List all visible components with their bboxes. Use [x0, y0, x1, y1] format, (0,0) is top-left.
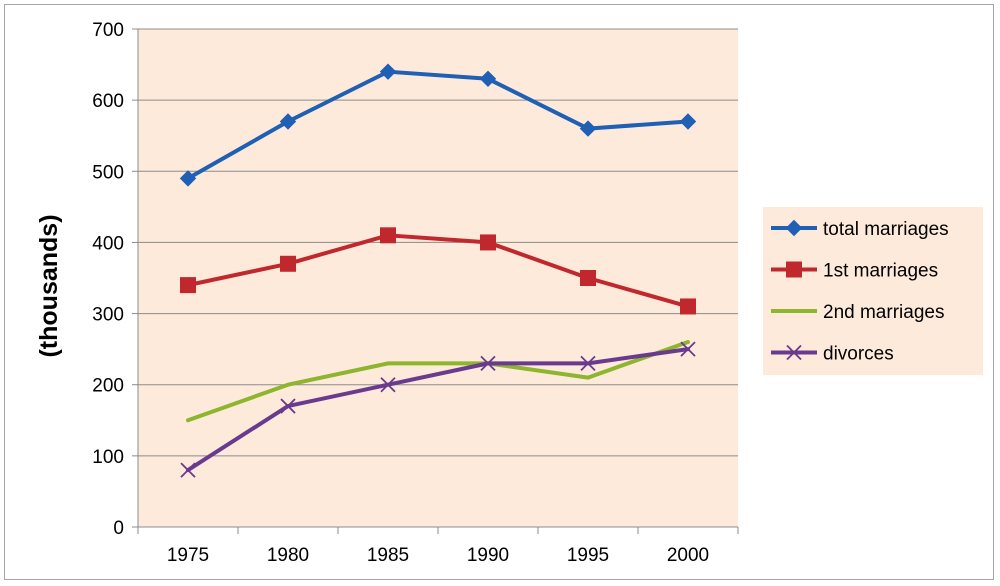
data-point: [279, 113, 297, 130]
series-lines: [179, 63, 697, 478]
data-point: [579, 120, 597, 137]
y-tick-label: 500: [92, 162, 124, 183]
legend-label: total marriages: [823, 219, 949, 240]
y-tick-label: 700: [92, 20, 124, 41]
series-line: [186, 347, 690, 473]
y-tick-label: 100: [92, 447, 124, 468]
data-point: [786, 261, 802, 278]
data-point: [180, 277, 196, 294]
series-2: [186, 340, 690, 423]
legend: total marriages 1st marriages 2nd marriage…: [763, 207, 983, 375]
data-point: [380, 377, 396, 393]
data-point: [280, 398, 296, 414]
data-point: [179, 170, 197, 187]
legend-item: 2nd marriages: [771, 302, 944, 323]
legend-item: total marriages: [771, 219, 949, 240]
data-point: [580, 270, 596, 286]
legend-label: 1st marriages: [823, 261, 938, 282]
y-tick-labels: 0 100 200 300 400 500 600 700: [92, 20, 124, 539]
y-tick-label: 200: [92, 376, 124, 397]
data-point: [680, 341, 696, 357]
gridlines: [132, 28, 738, 528]
plot-area: [138, 29, 738, 527]
data-point: [785, 219, 803, 237]
x-tick-label: 1975: [167, 545, 209, 566]
data-point: [180, 462, 196, 478]
x-tick-label: 1980: [267, 545, 309, 566]
legend-item: divorces: [771, 344, 894, 365]
x-tick-label: 1995: [567, 545, 609, 566]
y-tick-label: 0: [113, 518, 124, 539]
data-point: [379, 63, 397, 80]
data-point: [580, 355, 596, 372]
data-point: [280, 255, 296, 272]
series-line: [186, 69, 690, 181]
legend-label: 2nd marriages: [823, 302, 944, 323]
x-tick-label: 2000: [667, 545, 709, 566]
series-3: [180, 341, 696, 478]
data-point: [680, 298, 696, 315]
legend-label: divorces: [823, 344, 894, 365]
series-0: [179, 63, 697, 187]
axes: [137, 29, 739, 534]
y-axis-label: (thousands): [35, 214, 63, 357]
data-point: [479, 70, 497, 88]
series-line: [186, 340, 690, 423]
data-point: [679, 113, 697, 130]
x-tick-label: 1985: [367, 545, 409, 566]
x-tick-label: 1990: [467, 545, 509, 566]
series-1: [180, 227, 696, 315]
data-point: [380, 227, 396, 244]
data-point: [786, 344, 802, 361]
data-point: [480, 234, 496, 251]
y-tick-label: 400: [92, 233, 124, 254]
data-point: [480, 355, 496, 372]
series-line: [186, 233, 690, 309]
x-tick-labels: 1975 1980 1985 1990 1995 2000: [167, 545, 709, 566]
y-tick-label: 300: [92, 305, 124, 326]
y-tick-label: 600: [92, 91, 124, 112]
legend-item: 1st marriages: [771, 261, 938, 282]
